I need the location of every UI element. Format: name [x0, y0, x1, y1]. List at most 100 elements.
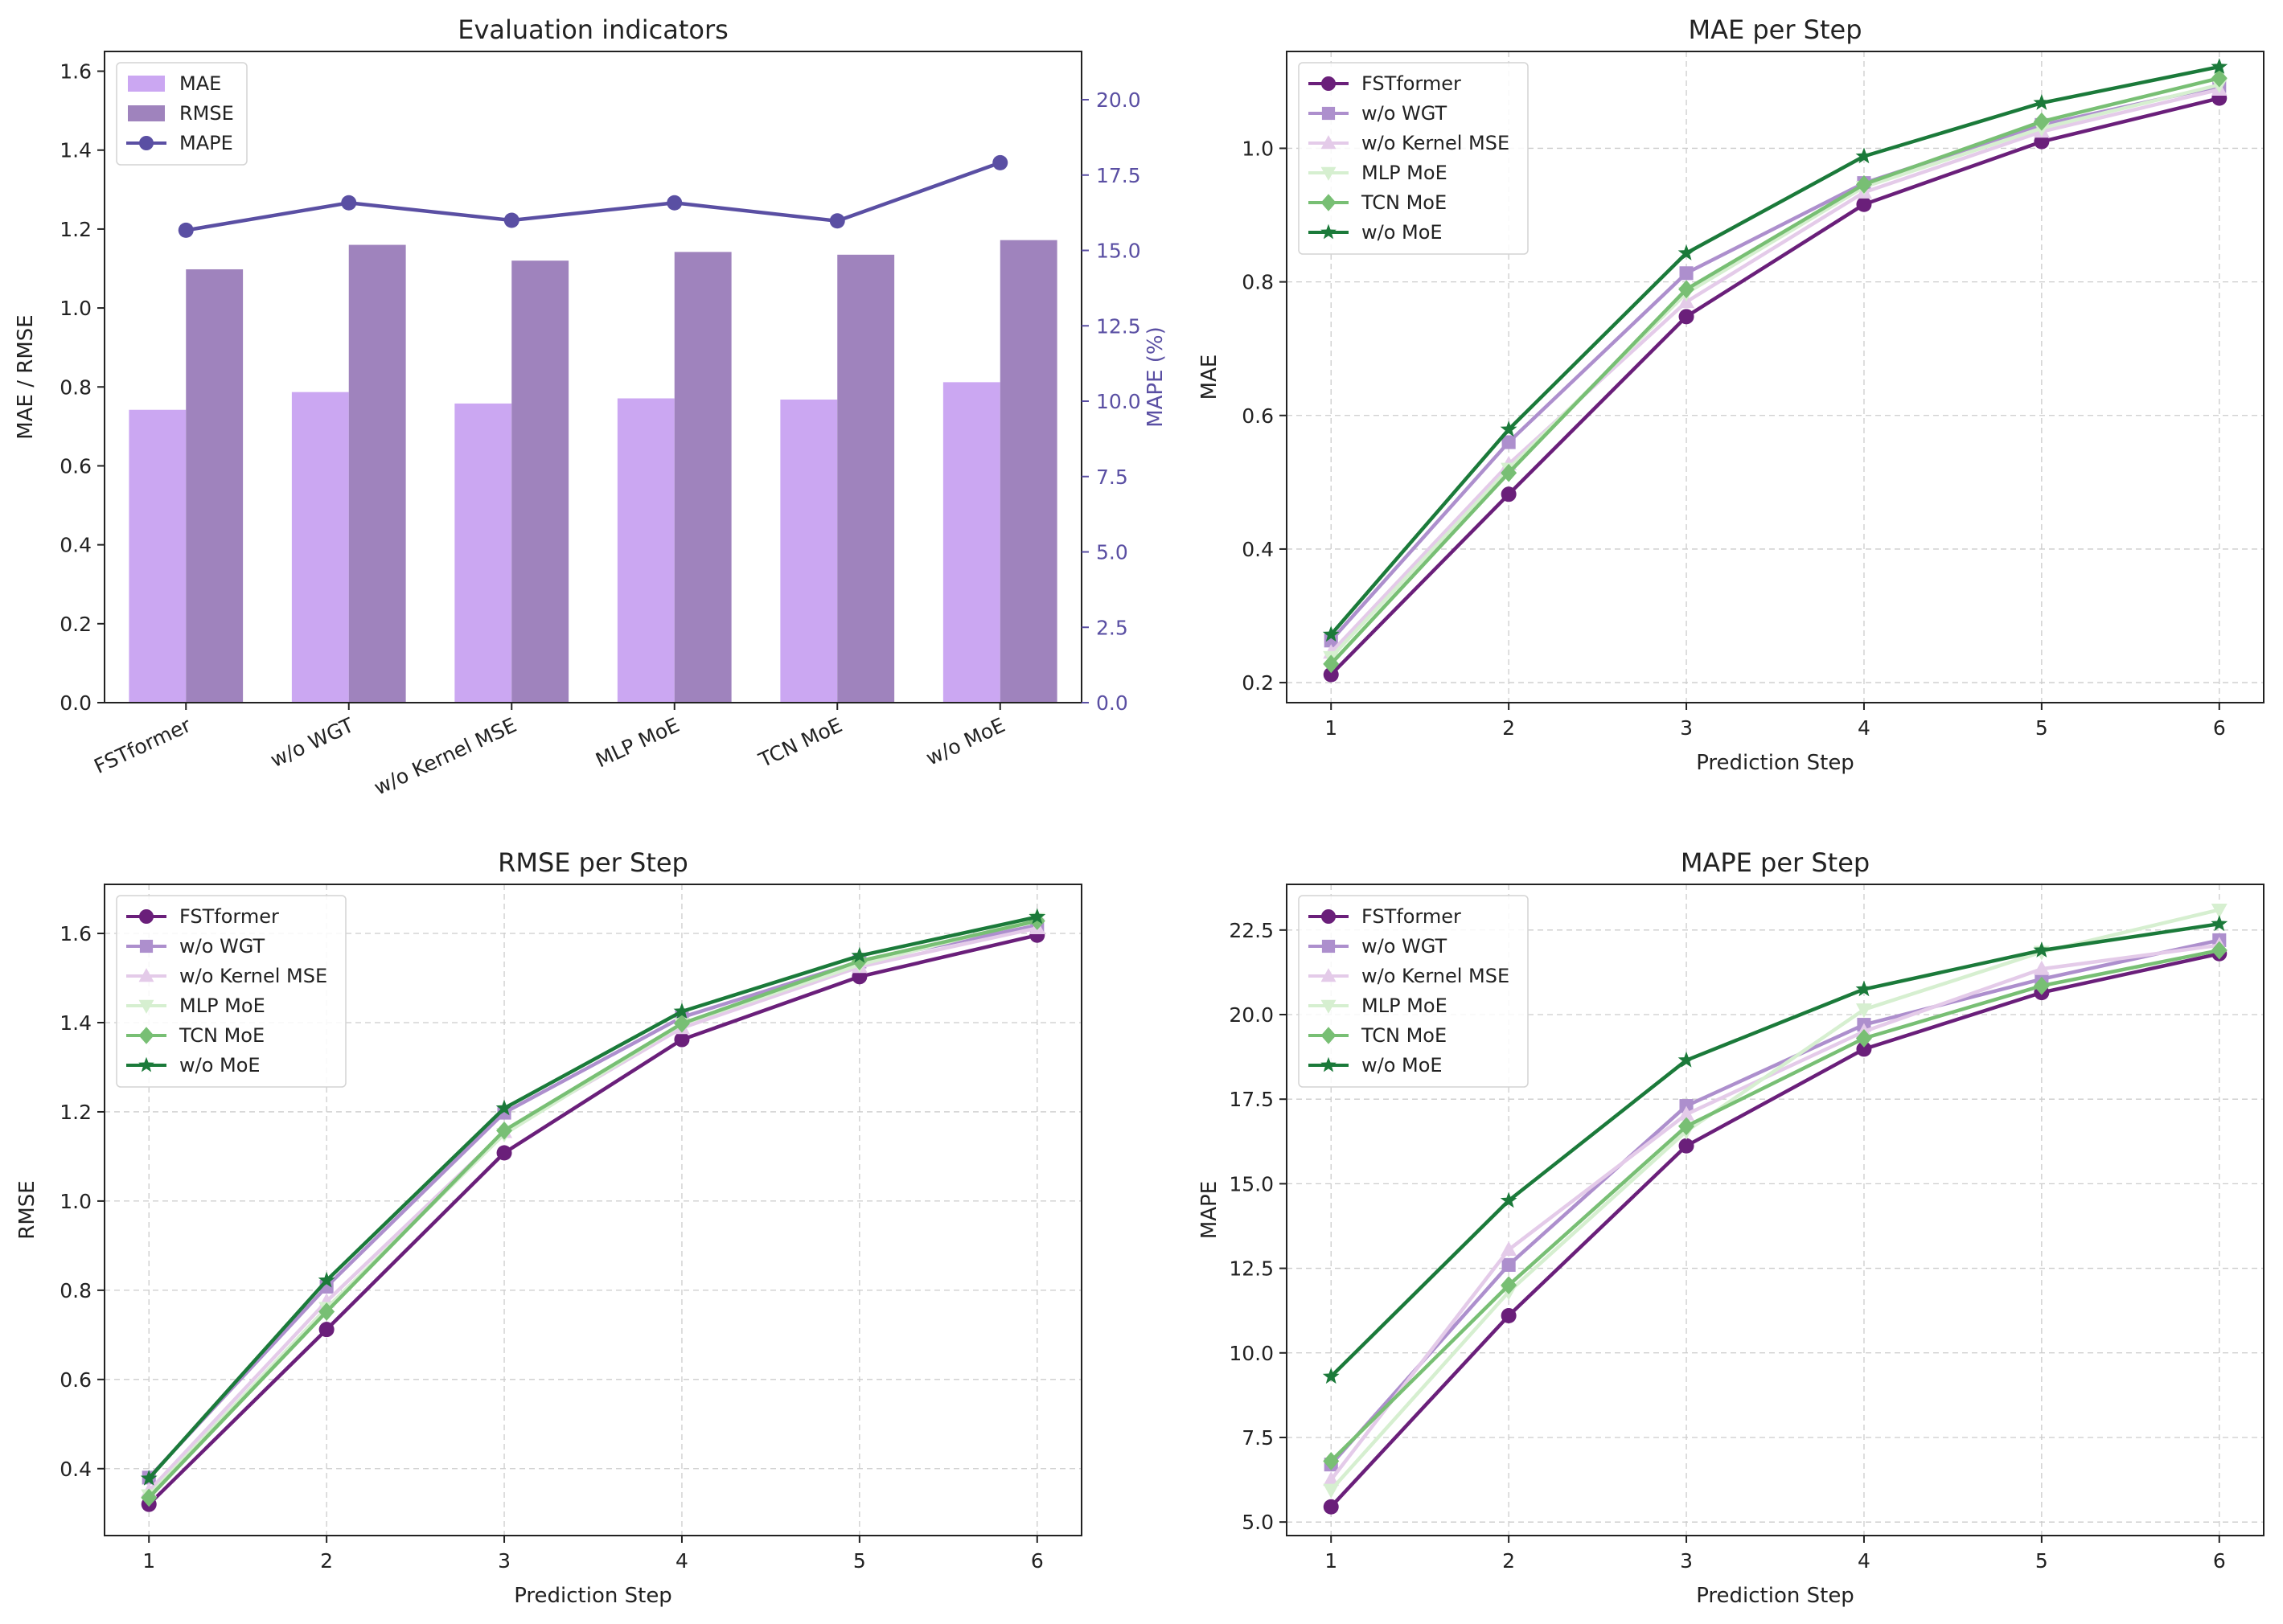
- line-fstformer: [1329, 952, 2220, 1508]
- line-mape: [185, 161, 1001, 232]
- line-w-o-wgt: [1329, 84, 2220, 642]
- line-fstformer: [1329, 96, 2220, 676]
- ytick-label: 0.2: [60, 613, 92, 636]
- y2tick-label: 17.5: [1096, 164, 1141, 187]
- legend-item-w-o-wgt: w/o WGT: [1308, 102, 1447, 125]
- point-fstformer-step-4: [1856, 196, 1872, 212]
- point-mape-w-o-wgt: [341, 195, 357, 211]
- ytick-label: 1.4: [60, 139, 92, 162]
- point-w-o-moe-step-2: [1500, 420, 1517, 437]
- point-mape-mlp-moe: [667, 195, 683, 211]
- axes-frame: [1286, 884, 2265, 1536]
- legend-marker: [1320, 1056, 1337, 1072]
- ytick-label: 1.0: [60, 297, 92, 320]
- point-tcn-moe-step-1: [1323, 1452, 1340, 1470]
- y2-axis-label: MAPE (%): [1144, 326, 1168, 428]
- legend-item-mlp-moe: MLP MoE: [1308, 994, 1447, 1017]
- bar-rmse-tcn-moe: [837, 254, 895, 703]
- ytick-label: 1.2: [60, 1101, 92, 1124]
- panel-mae: 0.2 0.4 0.6 0.8 1.0 1 2 3 4 5 6 MAE per Step Predict…: [1197, 14, 2265, 775]
- legend-item-mape: MAPE: [126, 132, 233, 154]
- point-w-o-moe-step-3: [1677, 244, 1695, 260]
- xtick-label: 5: [2035, 716, 2048, 740]
- xtick-label: 2: [1502, 716, 1515, 740]
- ytick-label: 0.2: [1242, 671, 1274, 695]
- line-w-o-kernel-mse: [1329, 943, 2220, 1481]
- ytick-label: 0.8: [1242, 271, 1274, 294]
- ytick-label: 0.8: [60, 375, 92, 399]
- ytick-label: 0.6: [60, 454, 92, 478]
- ytick-label: 0.4: [1242, 538, 1274, 561]
- y-axis-label: RMSE: [15, 1180, 39, 1239]
- point-w-o-wgt-step-3: [1679, 266, 1694, 281]
- bar-mae-tcn-moe: [780, 399, 838, 703]
- point-mape-w-o-moe: [992, 154, 1008, 170]
- y2tick-label: 2.5: [1096, 616, 1128, 639]
- point-mlp-moe-step-6: [2211, 903, 2228, 919]
- point-w-o-kernel-mse-step-2: [1501, 1241, 1517, 1257]
- series-w-o-moe: [140, 908, 1046, 1486]
- legend-label: MAPE: [179, 132, 233, 154]
- legend-item-mlp-moe: MLP MoE: [1308, 162, 1447, 184]
- point-tcn-moe-step-6: [2211, 68, 2228, 88]
- y2tick-label: 10.0: [1096, 390, 1141, 413]
- point-mlp-moe-step-1: [1323, 1483, 1340, 1499]
- xtick-label: 5: [853, 1549, 866, 1573]
- legend-marker: [1320, 166, 1337, 181]
- y2tick-label: 7.5: [1096, 465, 1128, 489]
- legend-label: FSTformer: [1361, 72, 1461, 95]
- legend-label: w/o MoE: [1361, 1054, 1443, 1077]
- point-fstformer-step-3: [1678, 309, 1694, 325]
- point-w-o-moe-step-1: [1322, 1368, 1340, 1384]
- y-axis-label: MAE: [1197, 355, 1222, 400]
- point-fstformer-step-5: [2034, 133, 2050, 150]
- ytick-label: 20.0: [1229, 1003, 1274, 1027]
- ytick-label: 1.4: [60, 1011, 92, 1035]
- x-axis-label: Prediction Step: [1696, 1584, 1854, 1608]
- point-tcn-moe-step-5: [2033, 112, 2050, 131]
- legend-marker: [139, 136, 154, 150]
- series-tcn-moe: [1323, 68, 2228, 674]
- legend-label: MLP MoE: [179, 994, 265, 1017]
- xtick-label: 5: [2035, 1549, 2048, 1573]
- line-fstformer: [147, 933, 1038, 1506]
- ytick-label: 0.4: [60, 1458, 92, 1481]
- legend-item-tcn-moe: TCN MoE: [1308, 191, 1447, 214]
- ytick-label: 0.6: [60, 1368, 92, 1392]
- bar-rmse-w-o-wgt: [348, 244, 406, 703]
- legend-swatch: [128, 105, 165, 121]
- legend-box: [1298, 62, 1529, 255]
- point-mape-fstformer: [178, 222, 194, 238]
- legend-marker: [1321, 76, 1336, 91]
- legend-item-w-o-moe: w/o MoE: [1308, 221, 1443, 244]
- bar-mae-w-o-wgt: [291, 392, 349, 703]
- bar-mae-mlp-moe: [617, 398, 675, 703]
- legend-item-rmse: RMSE: [128, 102, 234, 125]
- legend-marker: [138, 1027, 154, 1044]
- legend-item-tcn-moe: TCN MoE: [1308, 1024, 1447, 1047]
- xtick-label: 6: [1031, 1549, 1044, 1573]
- ytick-label: 0.6: [1242, 404, 1274, 428]
- line-w-o-kernel-mse: [1329, 88, 2220, 654]
- point-fstformer-step-3: [1678, 1138, 1694, 1154]
- xtick-label: 4: [1858, 716, 1870, 740]
- ytick-label: 0.4: [60, 534, 92, 557]
- legend-item-fstformer: FSTformer: [1308, 905, 1461, 928]
- legend-item-w-o-moe: w/o MoE: [126, 1054, 261, 1077]
- legend-marker: [138, 999, 154, 1014]
- point-w-o-moe-step-3: [1677, 1051, 1695, 1068]
- legend-marker: [139, 939, 154, 953]
- point-w-o-moe-step-4: [1855, 147, 1873, 164]
- point-tcn-moe-step-5: [2033, 976, 2050, 995]
- xtick-label: 6: [2213, 1549, 2226, 1573]
- legend-label: w/o WGT: [1361, 935, 1447, 958]
- xtick-label: 1: [142, 1549, 155, 1573]
- panel-rmse: 0.4 0.6 0.8 1.0 1.2 1.4 1.6 1 2 3 4 5 6 RMSE per Step…: [15, 847, 1082, 1608]
- y-axis-label: MAPE: [1197, 1181, 1222, 1239]
- legend-label: FSTformer: [1361, 905, 1461, 928]
- legend-item-mae: MAE: [128, 72, 221, 95]
- line-tcn-moe: [147, 919, 1038, 1499]
- ytick-label: 15.0: [1229, 1172, 1274, 1195]
- bar-rmse-w-o-moe: [1000, 240, 1057, 703]
